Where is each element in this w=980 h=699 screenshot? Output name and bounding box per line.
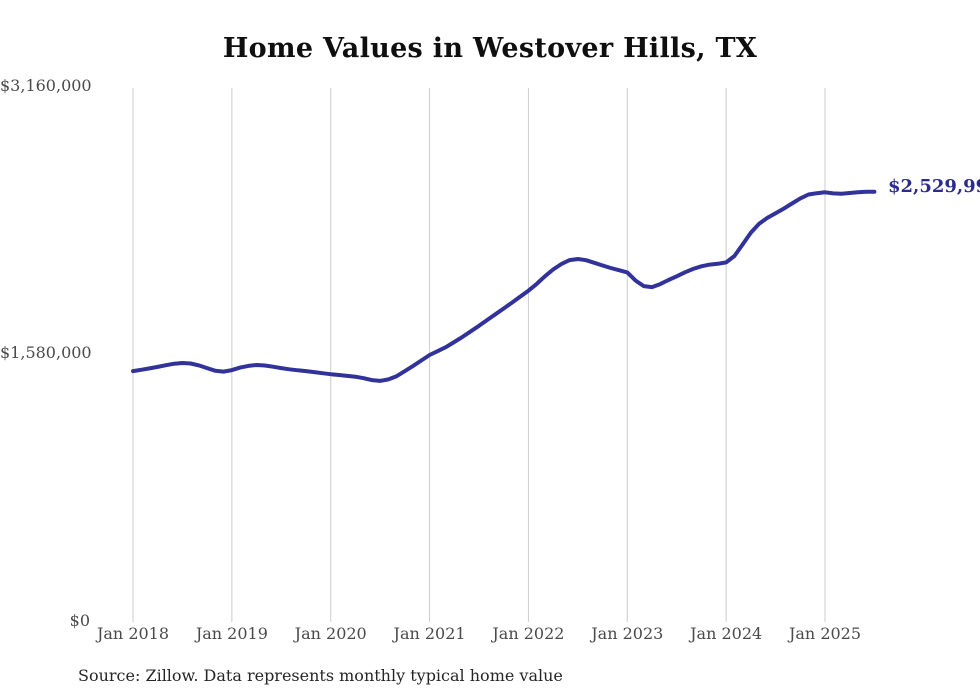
- source-note: Source: Zillow. Data represents monthly …: [78, 666, 563, 685]
- x-axis-tick-2022: Jan 2022: [492, 624, 565, 643]
- x-axis-tick-2023: Jan 2023: [591, 624, 664, 643]
- y-axis-tick-middle: $1,580,000: [0, 343, 92, 362]
- x-axis-tick-2021: Jan 2021: [393, 624, 466, 643]
- x-axis-tick-2024: Jan 2024: [690, 624, 763, 643]
- x-axis-tick-2018: Jan 2018: [96, 624, 170, 643]
- home-value-line: [131, 189, 877, 383]
- y-axis-tick-top: $3,160,000: [0, 76, 92, 95]
- end-value-label: $2,529,997: [888, 176, 980, 197]
- y-axis-tick-zero: $0: [69, 611, 90, 630]
- vertical-gridlines: [132, 88, 826, 622]
- chart-title: Home Values in Westover Hills, TX: [222, 33, 758, 64]
- x-axis-tick-2020: Jan 2020: [294, 624, 367, 643]
- x-axis-tick-2019: Jan 2019: [195, 624, 268, 643]
- x-axis-tick-2025: Jan 2025: [788, 624, 862, 643]
